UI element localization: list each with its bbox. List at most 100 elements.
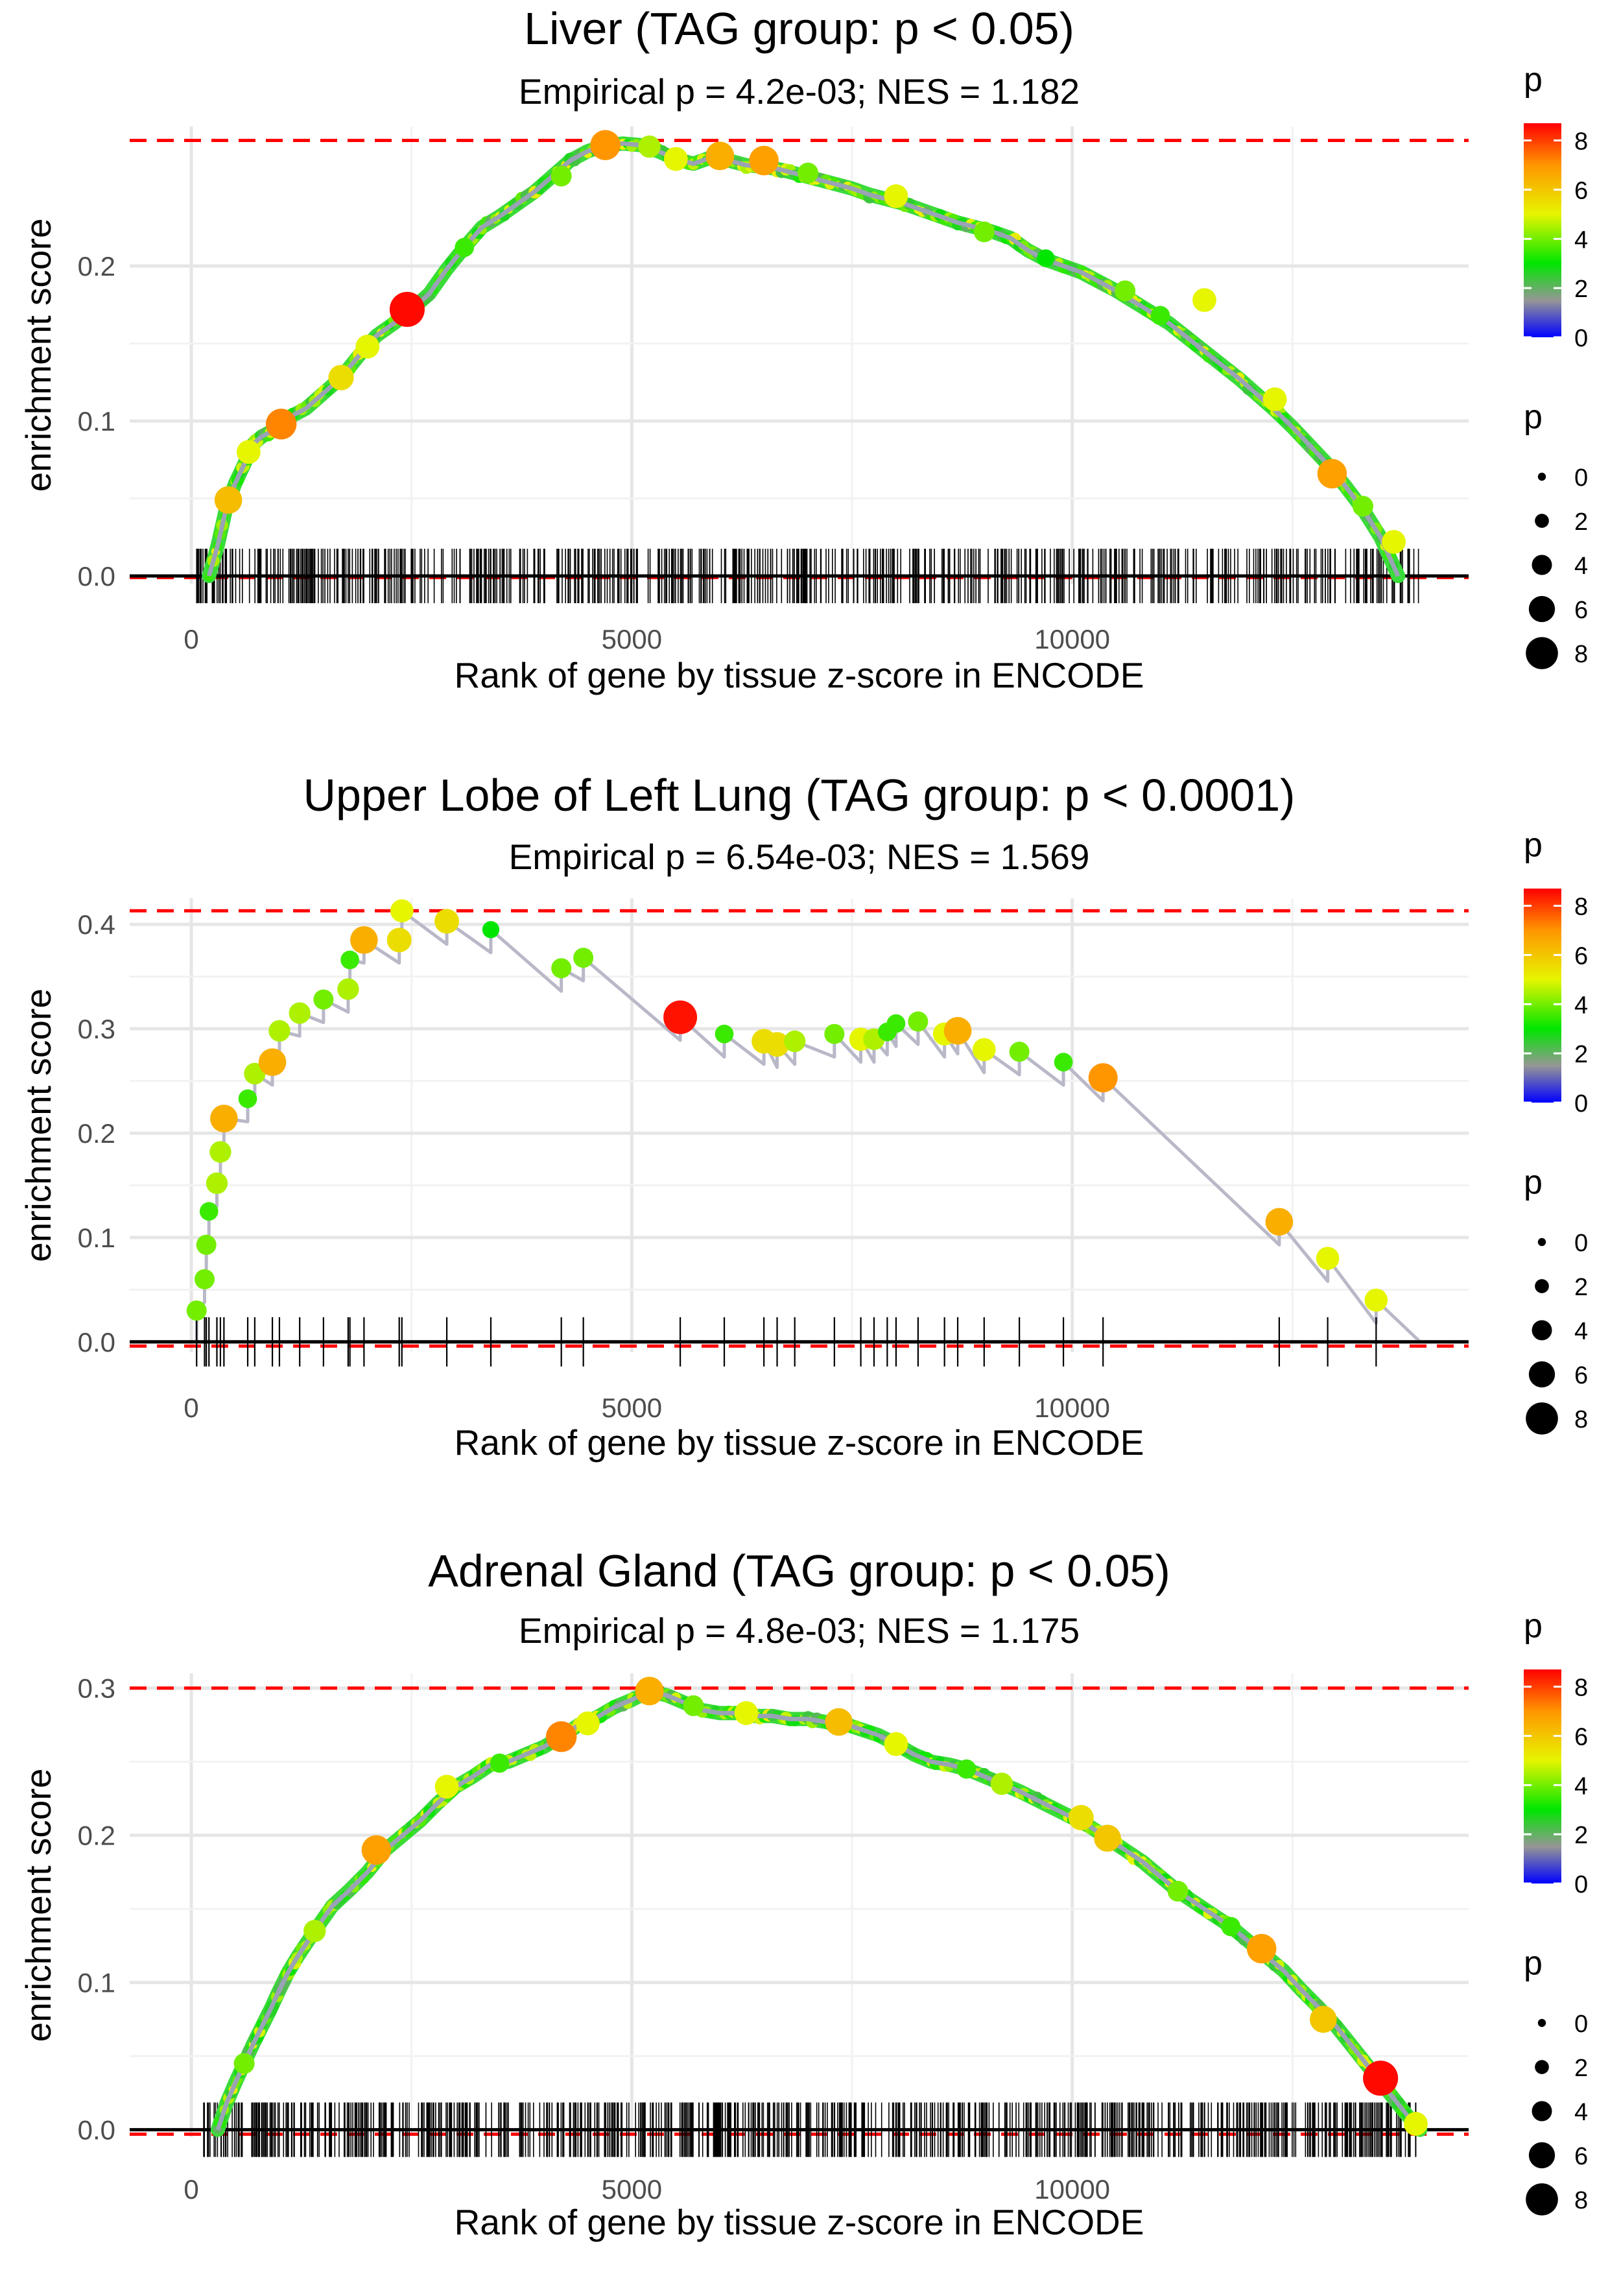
es-highlight-point <box>705 141 735 171</box>
es-hit-point <box>434 909 460 934</box>
x-tick-label: 0 <box>183 1393 198 1423</box>
es-hit-point <box>1316 1247 1340 1270</box>
chart-subtitle: Empirical p = 4.2e-03; NES = 1.182 <box>519 71 1080 112</box>
color-bar-tick-label: 8 <box>1574 1675 1588 1702</box>
es-highlight-point <box>434 1775 459 1799</box>
size-legend-dot <box>1528 2142 1556 2169</box>
es-highlight-point <box>389 291 425 328</box>
es-hit-point <box>908 1011 929 1032</box>
color-bar-tick-label: 8 <box>1574 894 1588 921</box>
es-hit-point <box>238 1089 257 1108</box>
chart-title: Liver (TAG group: p < 0.05) <box>524 3 1074 54</box>
es-hit-point <box>350 926 378 954</box>
size-legend-label: 6 <box>1574 597 1588 624</box>
size-legend-dot <box>1532 1320 1552 1341</box>
es-hit-point <box>1054 1053 1073 1071</box>
color-bar-tick-label: 2 <box>1574 276 1588 303</box>
size-legend-label: 6 <box>1574 2143 1588 2170</box>
size-legend-dot <box>1532 2101 1552 2122</box>
color-bar-tick-label: 2 <box>1574 1041 1588 1068</box>
es-hit-point <box>337 978 359 1000</box>
es-highlight-point <box>973 221 995 243</box>
chart-subtitle: Empirical p = 6.54e-03; NES = 1.569 <box>509 837 1090 877</box>
es-hit-point <box>209 1141 231 1163</box>
size-legend-label: 0 <box>1574 1230 1588 1257</box>
color-bar-tick-label: 6 <box>1574 942 1588 970</box>
es-hit-point <box>1009 1042 1030 1062</box>
es-hit-point <box>972 1038 996 1062</box>
es-highlight-point <box>1262 387 1287 412</box>
es-hit-point <box>268 1020 290 1042</box>
color-legend-title: p <box>1524 1607 1543 1645</box>
y-axis-label: enrichment score <box>18 219 58 492</box>
y-tick-label: 0.4 <box>78 909 115 940</box>
es-highlight-point <box>1192 288 1216 313</box>
size-legend-title: p <box>1524 398 1543 436</box>
es-highlight-point <box>749 145 779 176</box>
es-curve-glow <box>210 1684 1428 2137</box>
color-bar-tick-label: 0 <box>1574 1871 1588 1898</box>
es-highlight-point <box>1068 1804 1094 1831</box>
y-axis-label: enrichment score <box>18 1769 58 2042</box>
size-legend-dot <box>1532 555 1552 575</box>
chart-svg-liver: Liver (TAG group: p < 0.05) Empirical p =… <box>18 3 1588 695</box>
color-legend-title: p <box>1524 61 1543 99</box>
es-hit-point <box>1265 1208 1294 1236</box>
es-highlight-point <box>214 486 243 514</box>
size-legend-title: p <box>1524 1164 1543 1201</box>
es-highlight-point <box>1037 249 1055 267</box>
chart-svg-lung: Upper Lobe of Left Lung (TAG group: p < … <box>18 770 1588 1463</box>
es-highlight-point <box>990 1773 1013 1795</box>
x-tick-label: 0 <box>183 624 198 654</box>
es-highlight-point <box>1404 2112 1428 2136</box>
es-highlight-point <box>576 1711 600 1736</box>
y-tick-label: 0.1 <box>78 1223 115 1253</box>
size-legend-dot <box>1528 1361 1556 1388</box>
size-legend-dot <box>1537 1238 1546 1247</box>
x-tick-label: 10000 <box>1034 624 1110 654</box>
x-axis-label: Rank of gene by tissue z-score in ENCODE <box>455 1422 1144 1463</box>
size-legend-label: 4 <box>1574 553 1588 580</box>
es-highlight-point <box>1221 1917 1240 1937</box>
es-highlight-point <box>550 165 572 187</box>
y-tick-label: 0.1 <box>78 406 115 436</box>
es-highlight-point <box>546 1721 577 1752</box>
color-bar-tick-label: 4 <box>1574 1773 1588 1800</box>
chart-title: Upper Lobe of Left Lung (TAG group: p < … <box>303 770 1296 820</box>
es-highlight-point <box>490 1753 510 1773</box>
es-hit-point <box>196 1234 217 1255</box>
size-legend-dot <box>1526 637 1558 669</box>
es-hit-point <box>186 1300 207 1321</box>
es-highlight-point <box>265 409 297 440</box>
size-legend-dot <box>1535 514 1549 528</box>
x-tick-label: 5000 <box>602 2174 662 2205</box>
es-highlight-point <box>1352 496 1373 517</box>
chart-svg-adrenal: Adrenal Gland (TAG group: p < 0.05) Empir… <box>18 1546 1588 2242</box>
es-highlight-point <box>734 1701 759 1725</box>
color-bar-tick-label: 4 <box>1574 992 1588 1019</box>
es-highlight-point <box>455 237 475 257</box>
es-hit-point <box>551 958 572 979</box>
size-legend-dot <box>1537 472 1546 481</box>
y-tick-label: 0.0 <box>78 561 115 592</box>
color-bar-tick-label: 2 <box>1574 1822 1588 1849</box>
es-highlight-point <box>1317 459 1347 489</box>
es-highlight-point <box>1115 280 1136 302</box>
y-tick-label: 0.1 <box>78 1968 115 1998</box>
es-hit-point <box>824 1023 845 1044</box>
y-tick-label: 0.2 <box>78 1821 115 1851</box>
size-legend-dot <box>1535 2060 1549 2074</box>
es-hit-point <box>573 948 594 968</box>
chart-subtitle: Empirical p = 4.8e-03; NES = 1.175 <box>519 1610 1080 1651</box>
es-highlight-point <box>1382 530 1406 554</box>
es-highlight-point <box>1150 305 1170 326</box>
size-legend-label: 8 <box>1574 1406 1588 1433</box>
color-bar <box>1524 889 1561 1103</box>
x-axis-label: Rank of gene by tissue z-score in ENCODE <box>455 655 1144 695</box>
es-highlight-point <box>635 1677 664 1706</box>
y-tick-label: 0.3 <box>78 1014 115 1044</box>
es-hit-point <box>289 1002 311 1024</box>
x-tick-label: 10000 <box>1034 1393 1110 1423</box>
color-bar-tick-label: 0 <box>1574 325 1588 352</box>
es-highlight-point <box>956 1759 976 1779</box>
